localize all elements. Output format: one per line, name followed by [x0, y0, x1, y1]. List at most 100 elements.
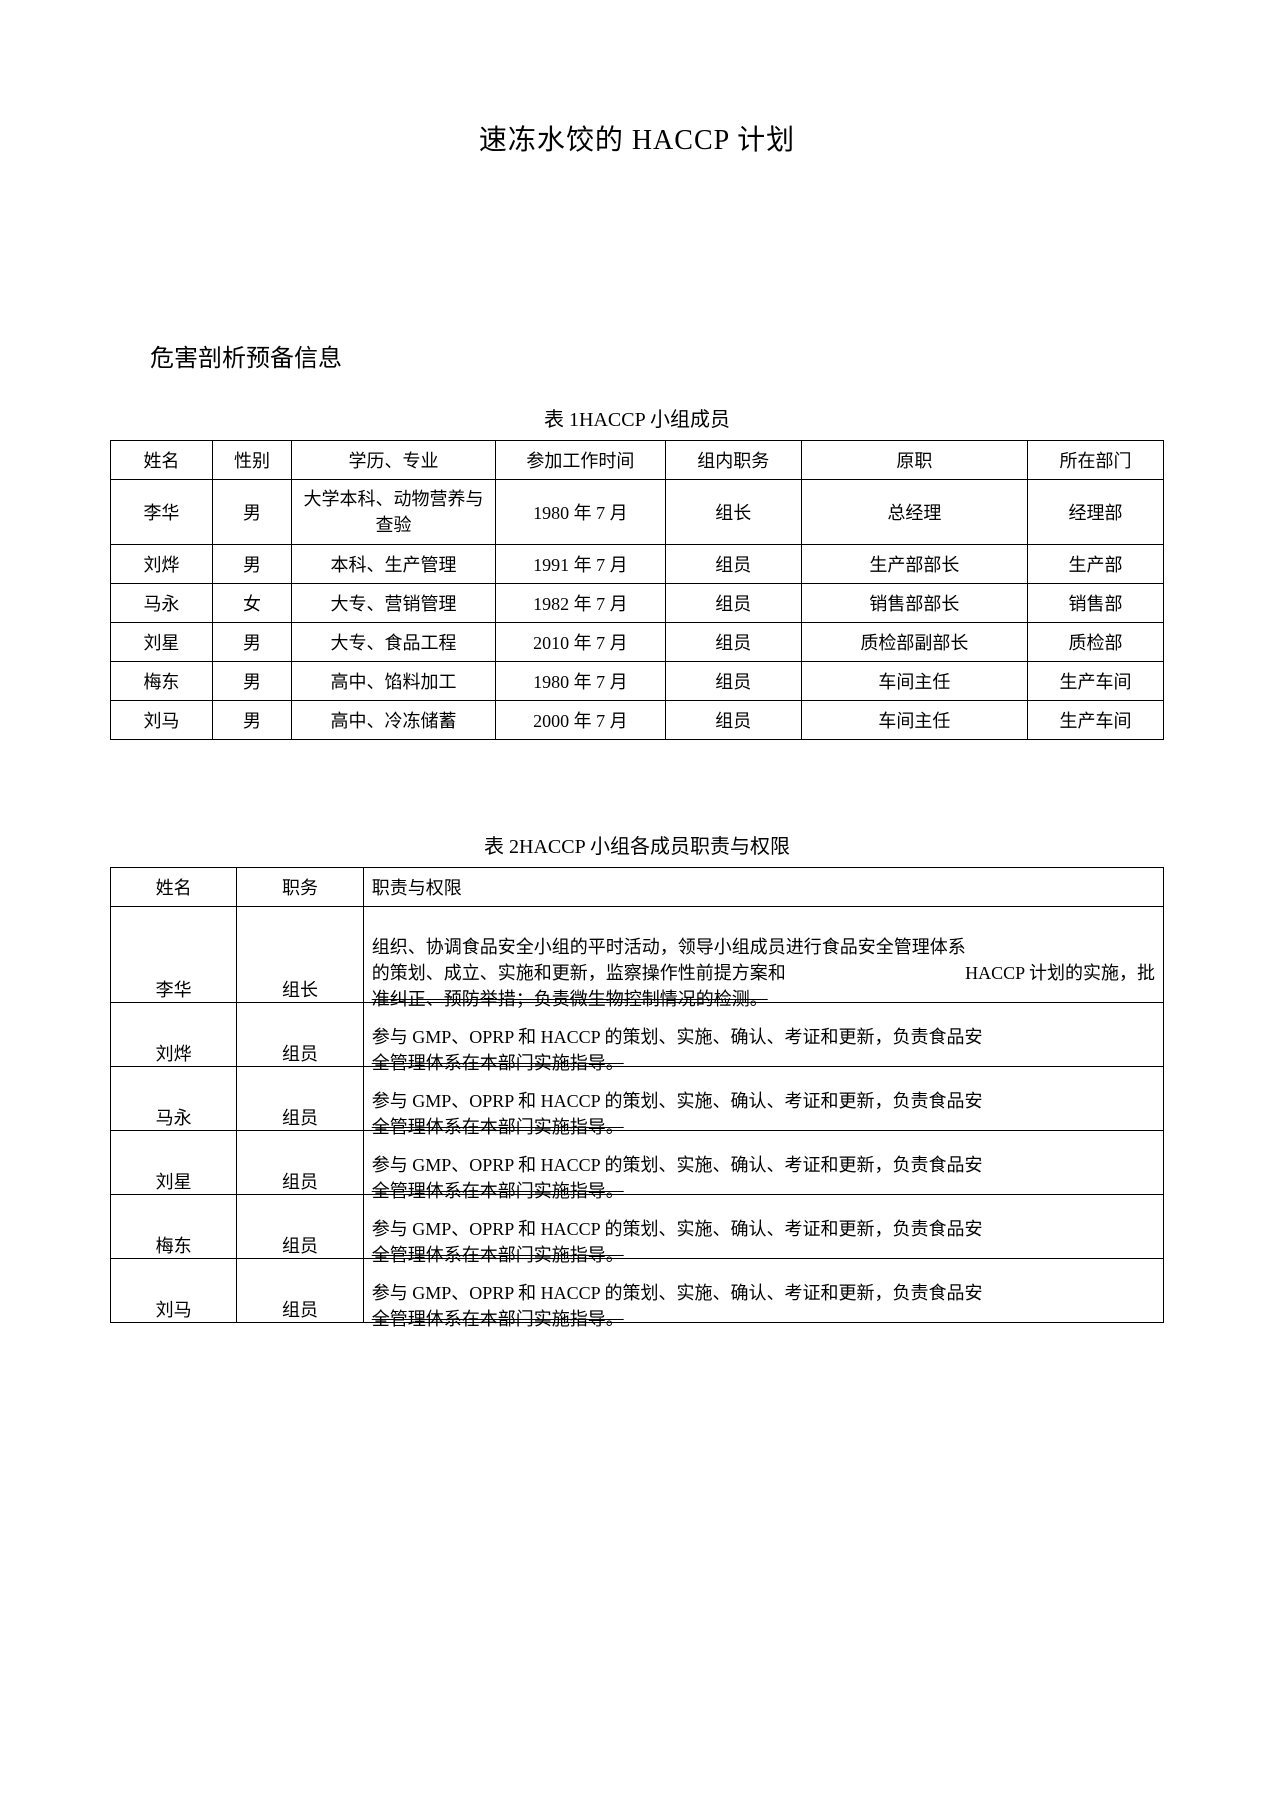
t1-cell: 高中、冷冻储蓄	[292, 701, 496, 740]
t1-cell: 本科、生产管理	[292, 545, 496, 584]
t1-cell: 车间主任	[801, 701, 1027, 740]
t2-name-text: 刘星	[156, 1172, 192, 1192]
table2-responsibilities: 姓名 职务 职责与权限 李华 组长 组织、协调食品安全小组的平时活动，领导小组成…	[110, 867, 1164, 1323]
t1-cell: 组员	[665, 701, 801, 740]
t2-resp: 参与 GMP、OPRP 和 HACCP 的策划、实施、确认、考证和更新，负责食品…	[363, 1003, 1163, 1067]
t2-resp-line: 的策划、成立、实施和更新，监察操作性前提方案和	[372, 960, 786, 986]
t1-cell: 1980 年 7 月	[495, 662, 665, 701]
t1-cell: 1991 年 7 月	[495, 545, 665, 584]
t2-resp: 组织、协调食品安全小组的平时活动，领导小组成员进行食品安全管理体系 的策划、成立…	[363, 907, 1163, 1003]
t1-cell: 男	[212, 623, 291, 662]
t1-cell: 女	[212, 584, 291, 623]
t2-role: 组员	[237, 1131, 363, 1195]
t1-cell: 组员	[665, 662, 801, 701]
t2-resp-line: 参与 GMP、OPRP 和 HACCP 的策划、实施、确认、考证和更新，负责食品…	[372, 1152, 1155, 1178]
table2-header-row: 姓名 职务 职责与权限	[111, 868, 1164, 907]
t1-h-dept: 所在部门	[1028, 441, 1164, 480]
t1-cell: 销售部	[1028, 584, 1164, 623]
t2-name: 李华	[111, 907, 237, 1003]
t2-role: 组员	[237, 1067, 363, 1131]
t2-resp-line: 参与 GMP、OPRP 和 HACCP 的策划、实施、确认、考证和更新，负责食品…	[372, 1280, 1155, 1306]
t1-h-role: 组内职务	[665, 441, 801, 480]
t1-cell: 经理部	[1028, 480, 1164, 545]
table-row: 刘烨 组员 参与 GMP、OPRP 和 HACCP 的策划、实施、确认、考证和更…	[111, 1003, 1164, 1067]
t2-resp-line: 参与 GMP、OPRP 和 HACCP 的策划、实施、确认、考证和更新，负责食品…	[372, 1088, 1155, 1114]
t2-resp-line-strike: 全管理体系在本部门实施指导。	[372, 1306, 1155, 1332]
t1-cell: 男	[212, 480, 291, 545]
section-heading: 危害剖析预备信息	[150, 338, 1164, 373]
table-row: 马永 组员 参与 GMP、OPRP 和 HACCP 的策划、实施、确认、考证和更…	[111, 1067, 1164, 1131]
table-row: 刘马 组员 参与 GMP、OPRP 和 HACCP 的策划、实施、确认、考证和更…	[111, 1259, 1164, 1323]
t1-cell: 高中、馅料加工	[292, 662, 496, 701]
t2-resp-line: HACCP 计划的实施，批	[965, 960, 1155, 986]
t2-name: 刘星	[111, 1131, 237, 1195]
t1-cell: 大专、食品工程	[292, 623, 496, 662]
t1-cell: 质检部	[1028, 623, 1164, 662]
t1-cell: 生产部	[1028, 545, 1164, 584]
t1-cell: 2010 年 7 月	[495, 623, 665, 662]
t1-h-start: 参加工作时间	[495, 441, 665, 480]
t2-resp: 参与 GMP、OPRP 和 HACCP 的策划、实施、确认、考证和更新，负责食品…	[363, 1131, 1163, 1195]
t2-role: 组员	[237, 1259, 363, 1323]
t2-name-text: 刘烨	[156, 1044, 192, 1064]
table-row: 李华 组长 组织、协调食品安全小组的平时活动，领导小组成员进行食品安全管理体系 …	[111, 907, 1164, 1003]
t1-cell: 梅东	[111, 662, 213, 701]
t1-cell: 组长	[665, 480, 801, 545]
t2-resp: 参与 GMP、OPRP 和 HACCP 的策划、实施、确认、考证和更新，负责食品…	[363, 1067, 1163, 1131]
t1-cell: 生产车间	[1028, 701, 1164, 740]
t1-cell: 1982 年 7 月	[495, 584, 665, 623]
t2-name-text: 李华	[156, 980, 192, 1000]
t2-h-resp: 职责与权限	[363, 868, 1163, 907]
t1-cell: 销售部部长	[801, 584, 1027, 623]
t2-resp-line: 组织、协调食品安全小组的平时活动，领导小组成员进行食品安全管理体系	[372, 934, 1155, 960]
t1-cell: 男	[212, 545, 291, 584]
t2-name-text: 梅东	[156, 1236, 192, 1256]
t2-role: 组员	[237, 1195, 363, 1259]
t2-role-text: 组长	[282, 980, 318, 1000]
table-row: 梅东 男 高中、馅料加工 1980 年 7 月 组员 车间主任 生产车间	[111, 662, 1164, 701]
t2-resp-line: 参与 GMP、OPRP 和 HACCP 的策划、实施、确认、考证和更新，负责食品…	[372, 1024, 1155, 1050]
t1-cell: 总经理	[801, 480, 1027, 545]
table1-haccp-members: 姓名 性别 学历、专业 参加工作时间 组内职务 原职 所在部门 李华 男 大学本…	[110, 440, 1164, 740]
t1-cell: 生产部部长	[801, 545, 1027, 584]
table2-caption: 表 2HACCP 小组各成员职责与权限	[110, 830, 1164, 859]
t2-name: 刘烨	[111, 1003, 237, 1067]
t2-h-name: 姓名	[111, 868, 237, 907]
t1-cell: 刘星	[111, 623, 213, 662]
t1-cell: 组员	[665, 584, 801, 623]
table1-caption: 表 1HACCP 小组成员	[110, 403, 1164, 432]
t2-name-text: 刘马	[156, 1300, 192, 1320]
t1-cell: 男	[212, 662, 291, 701]
t1-cell: 组员	[665, 623, 801, 662]
t1-cell: 大专、营销管理	[292, 584, 496, 623]
table-row: 李华 男 大学本科、动物营养与查验 1980 年 7 月 组长 总经理 经理部	[111, 480, 1164, 545]
t2-role: 组长	[237, 907, 363, 1003]
t1-cell: 刘马	[111, 701, 213, 740]
table-row: 马永 女 大专、营销管理 1982 年 7 月 组员 销售部部长 销售部	[111, 584, 1164, 623]
t2-resp: 参与 GMP、OPRP 和 HACCP 的策划、实施、确认、考证和更新，负责食品…	[363, 1195, 1163, 1259]
t1-cell: 大学本科、动物营养与查验	[292, 480, 496, 545]
t2-role: 组员	[237, 1003, 363, 1067]
table-row: 刘马 男 高中、冷冻储蓄 2000 年 7 月 组员 车间主任 生产车间	[111, 701, 1164, 740]
t1-h-gender: 性别	[212, 441, 291, 480]
t1-cell: 2000 年 7 月	[495, 701, 665, 740]
t1-cell: 马永	[111, 584, 213, 623]
t2-resp-line: 参与 GMP、OPRP 和 HACCP 的策划、实施、确认、考证和更新，负责食品…	[372, 1216, 1155, 1242]
t1-cell: 男	[212, 701, 291, 740]
t2-role-text: 组员	[282, 1300, 318, 1320]
t2-name-text: 马永	[156, 1108, 192, 1128]
table-row: 刘烨 男 本科、生产管理 1991 年 7 月 组员 生产部部长 生产部	[111, 545, 1164, 584]
t1-h-name: 姓名	[111, 441, 213, 480]
t1-h-origpos: 原职	[801, 441, 1027, 480]
t1-cell: 李华	[111, 480, 213, 545]
t1-cell: 组员	[665, 545, 801, 584]
table1-header-row: 姓名 性别 学历、专业 参加工作时间 组内职务 原职 所在部门	[111, 441, 1164, 480]
table-row: 梅东 组员 参与 GMP、OPRP 和 HACCP 的策划、实施、确认、考证和更…	[111, 1195, 1164, 1259]
t2-role-text: 组员	[282, 1172, 318, 1192]
t2-name: 梅东	[111, 1195, 237, 1259]
t1-cell: 车间主任	[801, 662, 1027, 701]
t2-role-text: 组员	[282, 1044, 318, 1064]
t1-h-edu: 学历、专业	[292, 441, 496, 480]
t2-h-role: 职务	[237, 868, 363, 907]
t2-role-text: 组员	[282, 1108, 318, 1128]
